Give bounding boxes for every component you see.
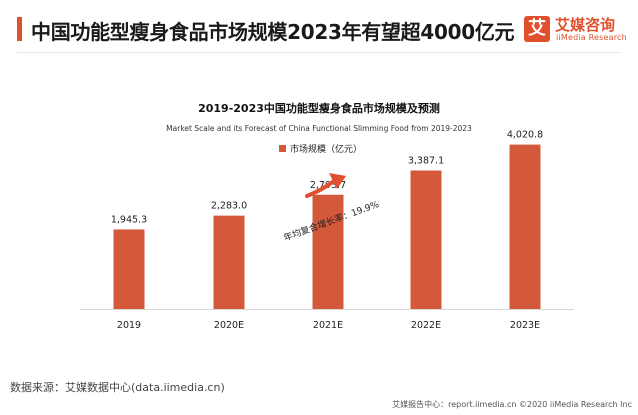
bar-2020E [213, 215, 245, 309]
chart-subtitle: Market Scale and its Forecast of China F… [166, 124, 472, 133]
bar-2021E [312, 194, 344, 309]
legend-swatch [279, 145, 286, 152]
x-tick-label-2022E: 2022E [411, 320, 441, 331]
data-label-2019: 1,945.3 [111, 214, 147, 225]
bar-2019 [113, 229, 145, 309]
copyright-note: 艾媒报告中心：report.iimedia.cn ©2020 iiMedia R… [392, 400, 632, 409]
header-divider [17, 52, 621, 53]
x-tick-label-2019: 2019 [117, 320, 141, 331]
page-title: 中国功能型瘦身食品市场规模2023年有望超4000亿元 [31, 20, 515, 44]
data-label-2022E: 3,387.1 [408, 156, 444, 167]
x-tick-label-2021E: 2021E [313, 320, 343, 331]
growth-arrow-icon [305, 179, 336, 198]
logo-name-cn: 艾媒咨询 [555, 16, 616, 34]
data-label-2020E: 2,283.0 [211, 201, 247, 212]
x-tick-label-2023E: 2023E [510, 320, 540, 331]
iimedia-logo-icon: 艾 [524, 16, 550, 42]
chart-title: 2019-2023中国功能型瘦身食品市场规模及预测 [198, 101, 440, 115]
legend-label: 市场规模（亿元） [290, 143, 362, 155]
growth-arrowhead-icon [329, 173, 346, 189]
header-accent-bar [17, 17, 22, 41]
bar-2023E [509, 144, 541, 309]
bar-2022E [410, 170, 442, 309]
data-label-2023E: 4,020.8 [507, 130, 543, 141]
data-source-note: 数据来源：艾媒数据中心(data.iimedia.cn) [10, 381, 225, 394]
logo-name-en: iiMedia Research [556, 33, 627, 42]
x-tick-label-2020E: 2020E [214, 320, 244, 331]
